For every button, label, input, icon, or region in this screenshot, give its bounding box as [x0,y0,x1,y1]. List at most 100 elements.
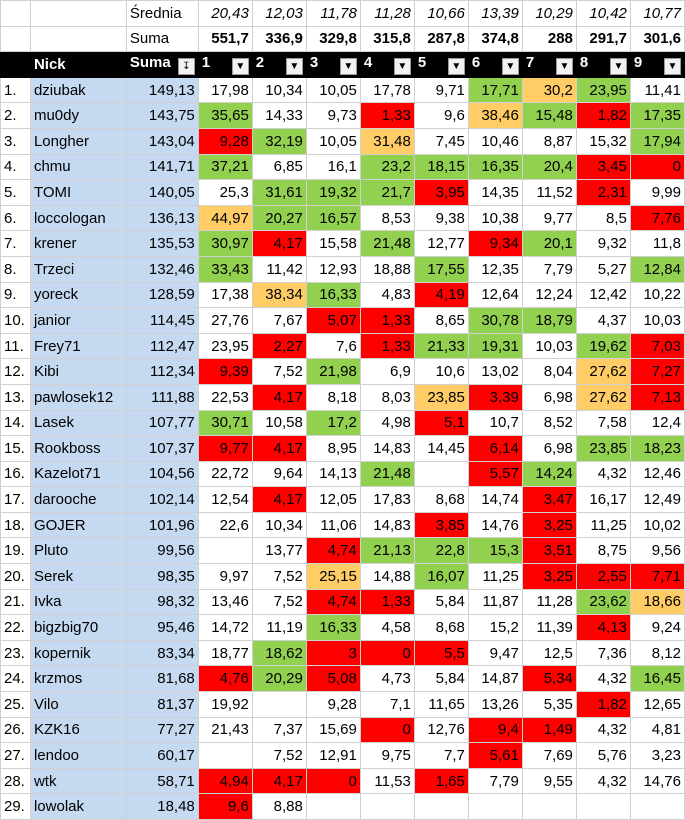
average-value[interactable]: 10,29 [521,0,577,27]
score-cell[interactable]: 31,61 [251,179,307,206]
score-cell[interactable]: 18,88 [359,255,415,283]
rank-cell[interactable]: 4. [0,153,31,181]
score-cell[interactable]: 12,54 [197,486,253,513]
score-cell[interactable]: 1,82 [575,691,631,718]
score-cell[interactable]: 3,25 [521,563,577,590]
score-cell[interactable]: 7,76 [629,204,685,232]
filter-dropdown-icon[interactable]: ▼ [285,57,303,75]
rank-cell[interactable]: 2. [0,102,31,129]
score-cell[interactable]: 3,47 [521,486,577,513]
score-cell[interactable]: 9,38 [413,204,469,232]
header-round[interactable]: 6 ▼ [467,51,523,78]
score-cell[interactable]: 14,83 [359,435,415,462]
sum-cell[interactable]: 98,32 [125,588,199,616]
nick-cell[interactable]: lendoo [29,742,127,769]
rank-cell[interactable]: 27. [0,742,31,769]
sum-cell[interactable]: 102,14 [125,486,199,513]
nick-cell[interactable]: Longher [29,127,127,155]
score-cell[interactable]: 14,74 [467,486,523,513]
header-sum[interactable]: Suma ↧ [125,51,199,78]
sum-cell[interactable]: 99,56 [125,537,199,565]
score-cell[interactable]: 13,26 [467,691,523,718]
score-cell[interactable]: 4,17 [251,486,307,513]
sum-cell[interactable]: 18,48 [125,793,199,820]
score-cell[interactable]: 8,04 [521,358,577,385]
score-cell[interactable]: 9,34 [467,230,523,257]
score-cell[interactable]: 31,48 [359,127,415,155]
score-cell[interactable]: 16,35 [467,153,523,181]
score-cell[interactable]: 3,45 [575,153,631,181]
score-cell[interactable]: 12,76 [413,716,469,744]
score-cell[interactable]: 8,88 [251,793,307,820]
score-cell[interactable]: 12,64 [467,281,523,309]
score-cell[interactable]: 5,08 [305,665,361,693]
score-cell[interactable]: 6,98 [521,383,577,411]
score-cell[interactable]: 1,33 [359,588,415,616]
score-cell[interactable]: 21,48 [359,230,415,257]
score-cell[interactable]: 12,4 [629,409,685,437]
score-cell[interactable]: 30,71 [197,409,253,437]
score-cell[interactable]: 3,85 [413,511,469,539]
score-cell[interactable]: 9,32 [575,230,631,257]
average-value[interactable]: 13,39 [467,0,523,27]
score-cell[interactable]: 3 [305,639,361,667]
score-cell[interactable]: 1,33 [359,307,415,334]
score-cell[interactable]: 0 [305,767,361,795]
sum-cell[interactable]: 104,56 [125,460,199,488]
score-cell[interactable]: 5,76 [575,742,631,769]
rank-cell[interactable]: 18. [0,511,31,539]
nick-cell[interactable]: Trzeci [29,255,127,283]
score-cell[interactable]: 17,98 [197,76,253,104]
score-cell[interactable]: 10,46 [467,127,523,155]
nick-cell[interactable]: lowolak [29,793,127,820]
nick-cell[interactable]: KZK16 [29,716,127,744]
score-cell[interactable]: 18,66 [629,588,685,616]
sum-cell[interactable]: 140,05 [125,179,199,206]
score-cell[interactable]: 2,27 [251,332,307,360]
header-round[interactable]: 8 ▼ [575,51,631,78]
score-cell[interactable]: 11,52 [521,179,577,206]
score-cell[interactable]: 7,03 [629,332,685,360]
score-cell[interactable]: 17,78 [359,76,415,104]
sum-cell[interactable]: 141,71 [125,153,199,181]
average-label[interactable]: Średnia [125,0,199,27]
nick-cell[interactable]: krzmos [29,665,127,693]
score-cell[interactable]: 30,78 [467,307,523,334]
sum-value[interactable]: 374,8 [467,25,523,53]
score-cell[interactable]: 7,52 [251,563,307,590]
cell[interactable] [29,25,127,53]
score-cell[interactable]: 8,5 [575,204,631,232]
score-cell[interactable]: 9,55 [521,767,577,795]
sum-cell[interactable]: 107,77 [125,409,199,437]
score-cell[interactable]: 7,79 [467,767,523,795]
sum-cell[interactable]: 81,68 [125,665,199,693]
score-cell[interactable]: 17,55 [413,255,469,283]
nick-cell[interactable]: loccologan [29,204,127,232]
score-cell[interactable]: 9,56 [629,537,685,565]
rank-cell[interactable]: 26. [0,716,31,744]
score-cell[interactable]: 11,41 [629,76,685,104]
rank-cell[interactable]: 14. [0,409,31,437]
score-cell[interactable]: 4,74 [305,537,361,565]
score-cell[interactable]: 4,98 [359,409,415,437]
filter-dropdown-icon[interactable]: ▼ [393,57,411,75]
score-cell[interactable]: 0 [359,639,415,667]
score-cell[interactable] [629,793,685,820]
score-cell[interactable]: 5,5 [413,639,469,667]
score-cell[interactable]: 10,38 [467,204,523,232]
score-cell[interactable]: 14,33 [251,102,307,129]
score-cell[interactable] [521,793,577,820]
rank-cell[interactable]: 8. [0,255,31,283]
score-cell[interactable]: 17,38 [197,281,253,309]
sum-cell[interactable]: 136,13 [125,204,199,232]
nick-cell[interactable]: Frey71 [29,332,127,360]
rank-cell[interactable]: 24. [0,665,31,693]
score-cell[interactable]: 11,87 [467,588,523,616]
score-cell[interactable]: 14,87 [467,665,523,693]
score-cell[interactable]: 11,65 [413,691,469,718]
score-cell[interactable]: 7,52 [251,358,307,385]
score-cell[interactable]: 17,35 [629,102,685,129]
score-cell[interactable]: 6,85 [251,153,307,181]
header-round[interactable]: 4 ▼ [359,51,415,78]
score-cell[interactable]: 4,74 [305,588,361,616]
